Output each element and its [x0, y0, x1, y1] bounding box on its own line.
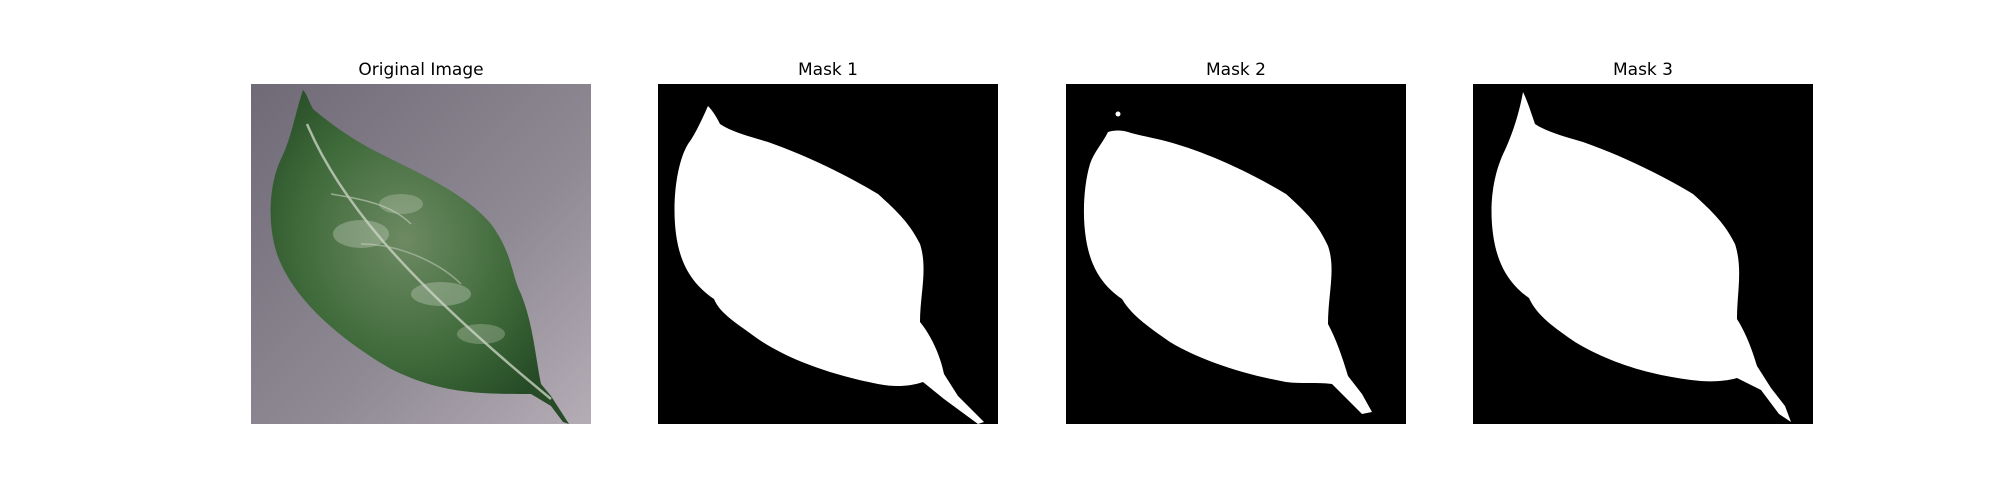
mask-2-shape: [1066, 84, 1406, 424]
mask-1-image: [658, 84, 998, 424]
original-image-title: Original Image: [358, 60, 484, 80]
original-image-panel: Original Image: [251, 56, 591, 424]
mask-2-panel: Mask 2: [1066, 56, 1406, 424]
mask-3-title: Mask 3: [1612, 60, 1673, 80]
mask-3-panel: Mask 3: [1473, 56, 1813, 424]
mask-2-image: [1066, 84, 1406, 424]
mask-3-image: [1473, 84, 1813, 424]
leaf-photo: [251, 84, 591, 424]
mask-1-shape: [658, 84, 998, 424]
mask-2-title: Mask 2: [1205, 60, 1266, 80]
original-image: [251, 84, 591, 424]
mask-1-panel: Mask 1: [658, 56, 998, 424]
mask-3-shape: [1473, 84, 1813, 424]
mask-1-title: Mask 1: [797, 60, 858, 80]
